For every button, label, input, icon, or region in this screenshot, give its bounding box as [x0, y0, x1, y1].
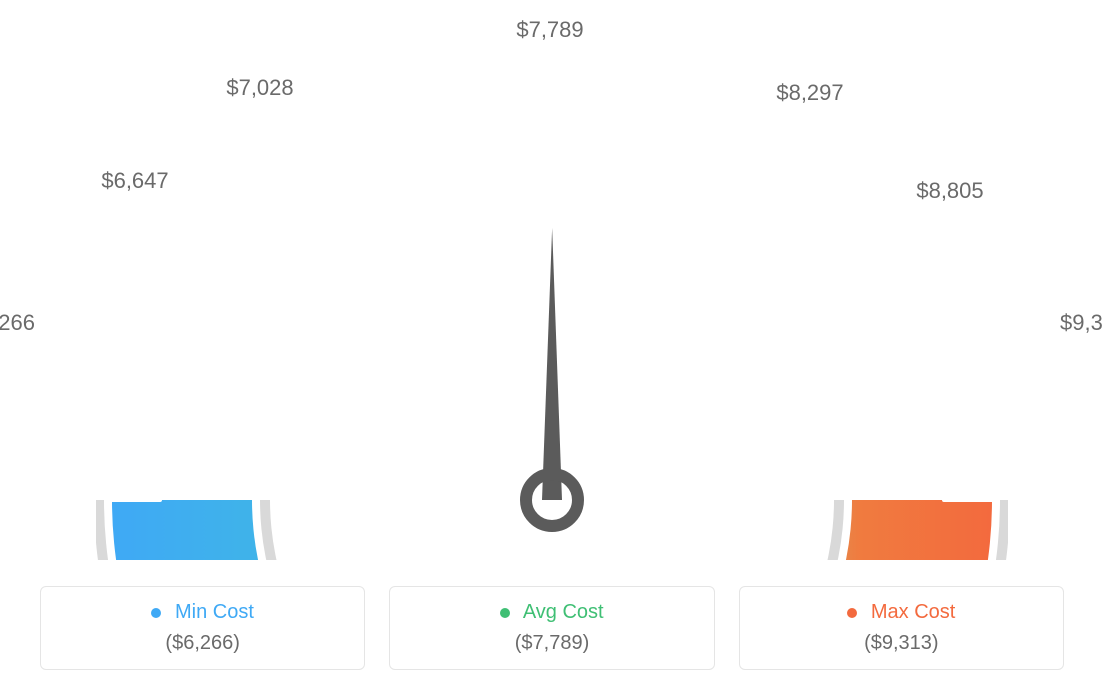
legend-value-avg: ($7,789): [400, 632, 703, 655]
legend-title-text: Max Cost: [871, 601, 955, 623]
dot-icon: [847, 608, 857, 618]
legend-title-max: Max Cost: [750, 601, 1053, 624]
tick-label-1: $6,647: [101, 168, 168, 194]
legend-value-min: ($6,266): [51, 632, 354, 655]
legend-card-max: Max Cost ($9,313): [739, 586, 1064, 670]
tick-label-2: $7,028: [226, 75, 293, 101]
gauge-svg: [96, 44, 1008, 560]
gauge-area: $6,266 $6,647 $7,028 $7,789 $8,297 $8,80…: [0, 0, 1104, 560]
legend-card-avg: Avg Cost ($7,789): [389, 586, 714, 670]
tick-label-4: $8,297: [776, 80, 843, 106]
legend-title-text: Min Cost: [175, 601, 254, 623]
tick-label-6: $9,313: [1060, 310, 1104, 336]
legend-title-text: Avg Cost: [523, 601, 604, 623]
dot-icon: [500, 608, 510, 618]
legend-row: Min Cost ($6,266) Avg Cost ($7,789) Max …: [40, 586, 1064, 670]
tick-label-0: $6,266: [0, 310, 35, 336]
legend-title-avg: Avg Cost: [400, 601, 703, 624]
dot-icon: [151, 608, 161, 618]
legend-title-min: Min Cost: [51, 601, 354, 624]
cost-gauge-widget: { "gauge": { "type": "gauge", "min_value…: [0, 0, 1104, 690]
tick-label-3: $7,789: [516, 17, 583, 43]
tick-label-5: $8,805: [916, 178, 983, 204]
legend-card-min: Min Cost ($6,266): [40, 586, 365, 670]
legend-value-max: ($9,313): [750, 632, 1053, 655]
